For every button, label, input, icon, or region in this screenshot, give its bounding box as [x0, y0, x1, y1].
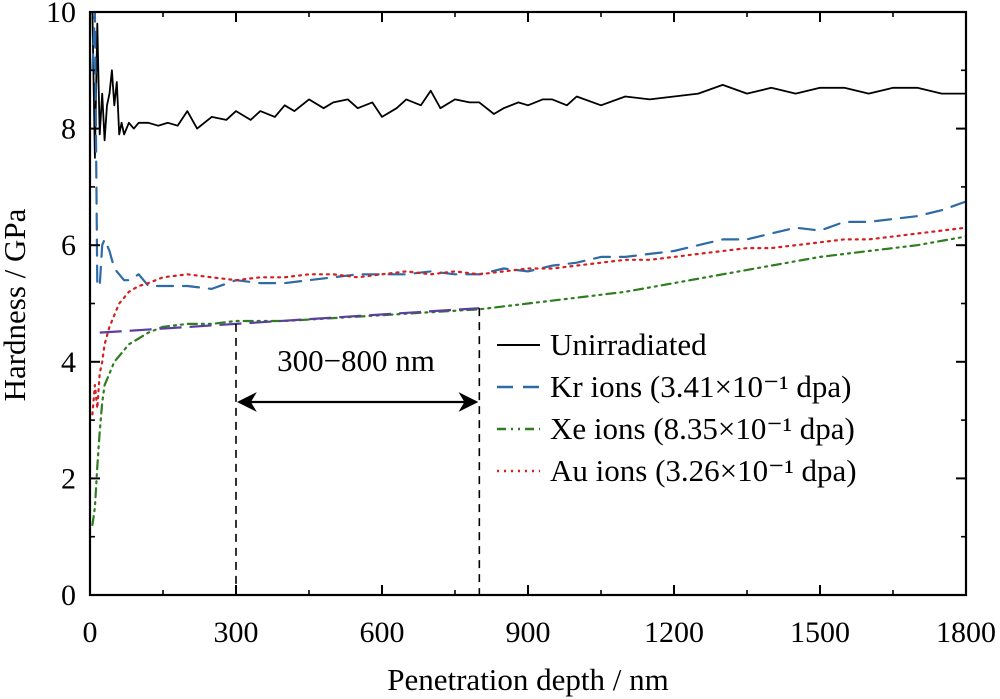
legend-label-au-ions: Au ions (3.26×10⁻¹ dpa) — [550, 453, 857, 488]
legend-background — [484, 318, 954, 498]
y-axis-label: Hardness / GPa — [0, 208, 32, 401]
range-annotation-label: 300−800 nm — [277, 343, 435, 378]
y-tick-label: 8 — [61, 113, 76, 146]
annotation-layer — [235, 308, 481, 595]
y-tick-label: 4 — [61, 346, 76, 379]
x-tick-label: 300 — [214, 616, 259, 649]
legend-label-kr-ions: Kr ions (3.41×10⁻¹ dpa) — [550, 369, 851, 404]
series-line-3 — [91, 226, 966, 416]
x-tick-label: 900 — [506, 616, 551, 649]
series-layer — [91, 12, 966, 527]
y-tick-label: 10 — [46, 0, 76, 29]
legend-label-unirradiated: Unirradiated — [550, 327, 707, 362]
legend: Unirradiated Kr ions (3.41×10⁻¹ dpa) Xe … — [484, 318, 954, 498]
series-line-0 — [91, 12, 966, 159]
x-tick-label: 0 — [83, 616, 98, 649]
series-line-2 — [91, 235, 966, 527]
series-line-1 — [91, 12, 966, 290]
x-tick-label: 600 — [360, 616, 405, 649]
x-tick-label: 1200 — [644, 616, 704, 649]
y-tick-labels: 0 2 4 6 8 10 — [46, 0, 76, 612]
y-tick-label: 2 — [61, 462, 76, 495]
x-tick-label: 1500 — [790, 616, 850, 649]
x-tick-label: 1800 — [936, 616, 996, 649]
y-tick-label: 0 — [61, 579, 76, 612]
tick-layer — [89, 11, 967, 596]
x-tick-labels: 0 300 600 900 1200 1500 1800 — [83, 616, 997, 649]
legend-label-xe-ions: Xe ions (8.35×10⁻¹ dpa) — [550, 411, 855, 446]
y-tick-label: 6 — [61, 229, 76, 262]
x-axis-label: Penetration depth / nm — [387, 662, 669, 697]
fit-line — [99, 307, 480, 334]
